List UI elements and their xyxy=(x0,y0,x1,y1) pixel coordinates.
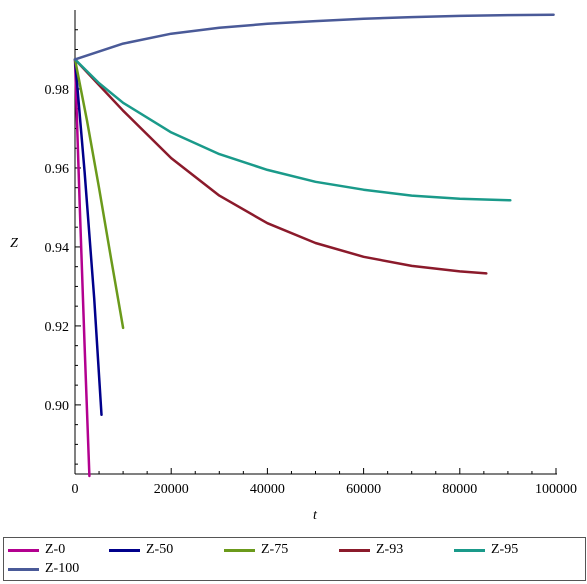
x-tick-label: 100000 xyxy=(535,482,577,497)
series-line-z-50 xyxy=(73,58,103,417)
series-lines xyxy=(73,13,555,478)
tick-labels: 0 20000 40000 60000 80000 100000 0.90 0.92 0.94 0… xyxy=(45,83,578,497)
series-line-z-75 xyxy=(73,58,125,330)
x-tick-label: 40000 xyxy=(250,482,285,497)
legend-swatch xyxy=(109,548,140,552)
y-tick-label: 0.90 xyxy=(45,399,70,414)
y-axis-label: Z xyxy=(10,236,18,251)
legend-label: Z-50 xyxy=(146,542,174,557)
legend-label: Z-75 xyxy=(261,542,289,557)
legend-label: Z-93 xyxy=(376,542,404,557)
y-tick-label: 0.98 xyxy=(45,83,70,98)
line-chart: 0 20000 40000 60000 80000 100000 0.90 0.92 0.94 0… xyxy=(10,10,578,523)
y-tick-label: 0.92 xyxy=(45,320,70,335)
legend-label: Z-100 xyxy=(45,561,80,576)
legend-item: Z-100 xyxy=(8,559,79,579)
series-line-z-93 xyxy=(73,58,488,275)
legend-item: Z-93 xyxy=(339,540,403,560)
legend-label: Z-95 xyxy=(491,542,519,557)
series-line-z-95 xyxy=(73,58,512,202)
legend-item: Z-95 xyxy=(454,540,518,560)
x-tick-label: 20000 xyxy=(154,482,189,497)
legend-swatch xyxy=(8,548,39,552)
y-tick-label: 0.94 xyxy=(45,241,70,256)
legend-swatch xyxy=(8,567,39,571)
series-line-z-0 xyxy=(73,58,91,478)
legend-item: Z-75 xyxy=(224,540,288,560)
x-tick-label: 0 xyxy=(72,482,79,497)
legend-item: Z-50 xyxy=(109,540,173,560)
y-tick-label: 0.96 xyxy=(45,162,70,177)
x-axis-label: t xyxy=(313,508,318,523)
legend-label: Z-0 xyxy=(45,542,66,557)
legend-swatch xyxy=(454,548,485,552)
legend-swatch xyxy=(224,548,255,552)
legend: Z-0 Z-50 Z-75 Z-93 Z-95 Z-100 xyxy=(3,537,586,581)
series-line-z-100 xyxy=(73,13,555,61)
x-tick-label: 60000 xyxy=(346,482,381,497)
legend-item: Z-0 xyxy=(8,540,65,560)
x-tick-label: 80000 xyxy=(442,482,477,497)
legend-swatch xyxy=(339,548,370,552)
